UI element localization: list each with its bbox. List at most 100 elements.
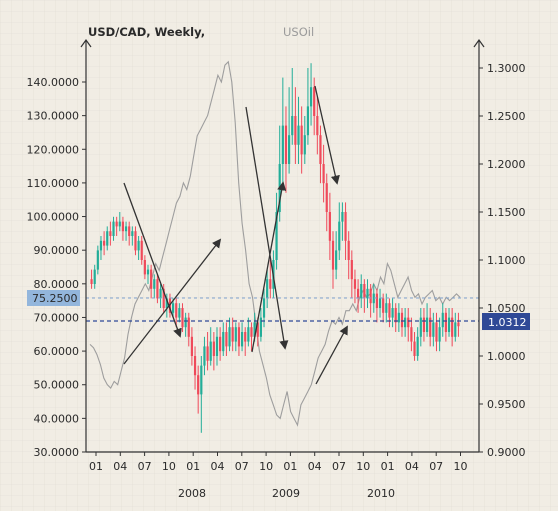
candle-body <box>93 269 96 284</box>
candle-body <box>438 327 441 342</box>
candle <box>325 173 328 232</box>
candle <box>429 308 432 347</box>
candle <box>454 312 457 342</box>
candle-body <box>407 317 410 328</box>
candle-body <box>259 317 262 337</box>
x-tick-label: 01 <box>89 460 103 473</box>
x-tick-label: 07 <box>235 460 249 473</box>
candle-body <box>128 226 131 236</box>
candle <box>404 308 407 337</box>
candle <box>416 327 419 361</box>
candle <box>291 68 294 145</box>
candle-body <box>335 250 338 270</box>
left-tick-label: 80.0000 <box>34 278 80 291</box>
right-tick-label: 1.1500 <box>487 206 526 219</box>
price-lines <box>86 297 479 322</box>
candle <box>134 226 137 256</box>
candle <box>150 264 153 299</box>
candle-body <box>322 164 325 184</box>
candles <box>90 63 460 433</box>
candle-body <box>206 346 209 361</box>
candle <box>159 284 162 308</box>
candle <box>96 245 99 275</box>
candle <box>228 317 231 352</box>
candle-body <box>447 317 451 332</box>
candle <box>99 236 103 260</box>
x-tick-label: 10 <box>356 460 370 473</box>
candle-body <box>422 317 426 332</box>
candle <box>422 308 426 342</box>
candle-body <box>159 288 162 299</box>
candle <box>259 308 262 342</box>
candle-body <box>353 279 357 289</box>
candle <box>175 298 178 328</box>
candle <box>156 274 159 304</box>
candle-body <box>394 308 397 323</box>
candle <box>231 317 234 352</box>
candle-body <box>291 116 294 136</box>
candle <box>313 77 316 136</box>
price-tag-left-label: 75.2500 <box>32 292 78 305</box>
candle-body <box>432 322 435 337</box>
candle <box>438 317 441 352</box>
candle <box>353 269 357 304</box>
candle-body <box>247 327 250 342</box>
candle-body <box>231 327 234 342</box>
candle <box>457 312 460 337</box>
candle-body <box>375 293 379 308</box>
candle <box>303 116 306 164</box>
candle <box>225 322 228 356</box>
candle-body <box>234 327 237 342</box>
candle <box>184 312 187 337</box>
candle-body <box>118 221 121 227</box>
candle-body <box>253 322 256 337</box>
candle-body <box>313 87 316 116</box>
candle-body <box>425 317 429 332</box>
right-tick-label: 0.9000 <box>487 446 526 459</box>
candle-body <box>356 288 360 299</box>
candle <box>372 284 375 313</box>
candle-body <box>184 317 187 328</box>
left-tick-label: 40.0000 <box>34 412 80 425</box>
x-tick-label: 10 <box>259 460 273 473</box>
candle-body <box>197 375 200 395</box>
left-tick-label: 100.0000 <box>27 211 80 224</box>
candle <box>309 63 313 126</box>
candle-body <box>237 327 241 347</box>
candle-body <box>275 212 278 260</box>
trend-arrows <box>123 85 348 385</box>
candle <box>244 327 247 356</box>
candle-body <box>228 327 231 347</box>
candle <box>103 231 106 256</box>
candle-body <box>193 356 197 376</box>
candle <box>193 346 197 390</box>
candle-body <box>190 336 194 356</box>
candle <box>197 365 200 414</box>
x-tick-label: 07 <box>429 460 443 473</box>
candle-body <box>309 87 313 107</box>
candle-body <box>106 231 109 246</box>
candle <box>93 264 96 289</box>
candle-body <box>410 327 413 342</box>
candle <box>266 269 269 308</box>
candle-body <box>269 279 272 289</box>
right-tick-label: 1.2500 <box>487 110 526 123</box>
candle <box>250 322 253 352</box>
candle-body <box>360 284 363 299</box>
candle <box>294 87 297 164</box>
candle <box>432 312 435 347</box>
candle-body <box>378 298 382 308</box>
candle <box>444 308 447 342</box>
candle <box>328 192 331 260</box>
candle-body <box>96 250 99 270</box>
candle-body <box>319 135 322 164</box>
candle-body <box>140 240 143 260</box>
candle-body <box>181 308 184 328</box>
candle-body <box>413 341 416 356</box>
candle-body <box>363 284 366 299</box>
candle-body <box>400 312 404 328</box>
candle <box>419 308 422 347</box>
candle <box>178 303 181 323</box>
